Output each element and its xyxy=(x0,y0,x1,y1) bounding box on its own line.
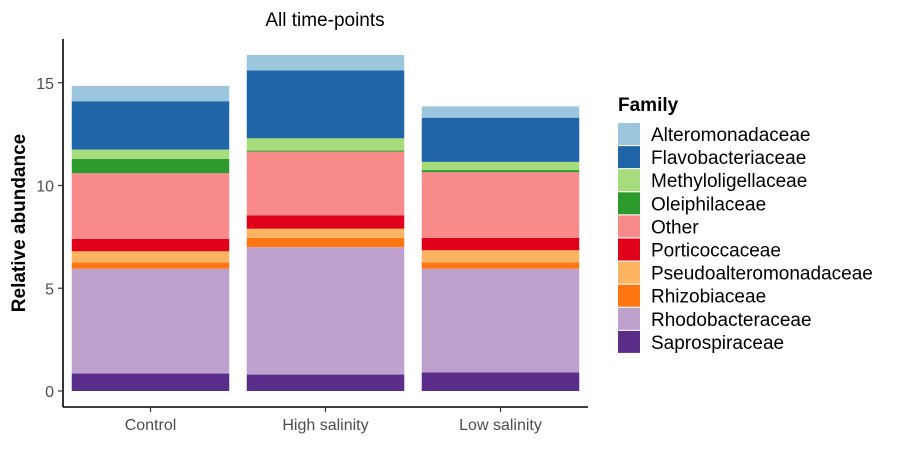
legend-title: Family xyxy=(618,95,679,116)
chart-title: All time-points xyxy=(265,10,384,31)
bar-segment-oleiphilaceae-high-salinity xyxy=(246,150,405,152)
y-ticks: 0 5 10 15 xyxy=(36,76,63,401)
x-tick-label: Control xyxy=(125,417,177,434)
bar-segment-saprospiraceae-low-salinity xyxy=(421,372,580,391)
legend-item-methyloligellaceae: Methyloligellaceae xyxy=(618,169,807,192)
legend-swatch xyxy=(618,261,640,284)
legend-swatch xyxy=(618,330,640,353)
legend-label: Alteromonadaceae xyxy=(651,125,811,146)
y-tick-label: 15 xyxy=(36,76,54,93)
bar-segment-rhodobacteraceae-low-salinity xyxy=(421,268,580,373)
bar-segment-porticoccaceae-low-salinity xyxy=(421,237,580,251)
bar-segment-porticoccaceae-control xyxy=(71,238,230,252)
legend-label: Saprospiraceae xyxy=(651,333,784,354)
legend-swatch xyxy=(618,146,640,169)
legend-item-oleiphilaceae: Oleiphilaceae xyxy=(618,192,766,215)
bar-segment-rhizobiaceae-high-salinity xyxy=(246,237,405,248)
bar-segment-other-low-salinity xyxy=(421,172,580,238)
legend-item-other: Other xyxy=(618,215,699,238)
bar-segment-methyloligellaceae-low-salinity xyxy=(421,161,580,171)
bar-segment-flavobacteriaceae-control xyxy=(71,101,230,150)
bar-segment-rhizobiaceae-low-salinity xyxy=(421,262,580,269)
legend-item-flavobacteriaceae: Flavobacteriaceae xyxy=(618,146,806,169)
bar-segment-oleiphilaceae-control xyxy=(71,158,230,174)
bar-segment-methyloligellaceae-high-salinity xyxy=(246,138,405,151)
legend-swatch xyxy=(618,238,640,261)
x-tick-label: High salinity xyxy=(282,417,368,434)
y-axis-title: Relative abundance xyxy=(9,134,30,312)
bar-segment-oleiphilaceae-low-salinity xyxy=(421,170,580,173)
bar-segment-saprospiraceae-control xyxy=(71,373,230,391)
y-tick-label: 5 xyxy=(45,281,54,298)
x-tick-label: Low salinity xyxy=(459,417,542,434)
legend-item-alteromonadaceae: Alteromonadaceae xyxy=(618,123,811,146)
legend-label: Other xyxy=(651,217,699,238)
legend-swatch xyxy=(618,169,640,192)
legend-label: Rhizobiaceae xyxy=(651,287,766,308)
bar-segment-pseudoalteromonadaceae-control xyxy=(71,251,230,263)
bar-segment-flavobacteriaceae-low-salinity xyxy=(421,117,580,162)
bar-segment-methyloligellaceae-control xyxy=(71,149,230,159)
bar-segment-porticoccaceae-high-salinity xyxy=(246,215,405,229)
legend-label: Methyloligellaceae xyxy=(651,171,807,192)
legend-item-saprospiraceae: Saprospiraceae xyxy=(618,330,784,354)
bar-segment-flavobacteriaceae-high-salinity xyxy=(246,70,405,139)
legend-swatch xyxy=(618,192,640,215)
bar-segment-saprospiraceae-high-salinity xyxy=(246,374,405,391)
bars-group xyxy=(71,55,580,391)
legend-swatch xyxy=(618,215,640,238)
bar-segment-alteromonadaceae-control xyxy=(71,85,230,102)
legend-item-rhizobiaceae: Rhizobiaceae xyxy=(618,284,766,308)
bar-segment-other-high-salinity xyxy=(246,151,405,216)
bar-segment-rhizobiaceae-control xyxy=(71,262,230,269)
legend-item-pseudoalteromonadaceae: Pseudoalteromonadaceae xyxy=(618,261,873,285)
y-tick-label: 10 xyxy=(36,179,54,196)
legend: AlteromonadaceaeFlavobacteriaceaeMethylo… xyxy=(618,123,873,354)
legend-label: Pseudoalteromonadaceae xyxy=(651,264,873,285)
legend-label: Flavobacteriaceae xyxy=(651,148,806,169)
y-tick-label: 0 xyxy=(45,384,54,401)
legend-swatch xyxy=(618,284,640,307)
legend-item-porticoccaceae: Porticoccaceae xyxy=(618,238,781,262)
legend-swatch xyxy=(618,307,640,330)
bar-segment-pseudoalteromonadaceae-high-salinity xyxy=(246,228,405,238)
bar-segment-alteromonadaceae-high-salinity xyxy=(246,55,405,71)
legend-label: Porticoccaceae xyxy=(651,241,781,262)
legend-item-rhodobacteraceae: Rhodobacteraceae xyxy=(618,307,812,331)
bar-segment-rhodobacteraceae-control xyxy=(71,268,230,374)
x-ticks: Control High salinity Low salinity xyxy=(125,407,542,434)
bar-segment-alteromonadaceae-low-salinity xyxy=(421,106,580,118)
legend-label: Oleiphilaceae xyxy=(651,194,766,215)
bar-segment-other-control xyxy=(71,173,230,239)
legend-swatch xyxy=(618,123,640,145)
bar-segment-pseudoalteromonadaceae-low-salinity xyxy=(421,250,580,263)
legend-label: Rhodobacteraceae xyxy=(651,310,812,331)
bar-segment-rhodobacteraceae-high-salinity xyxy=(246,247,405,375)
